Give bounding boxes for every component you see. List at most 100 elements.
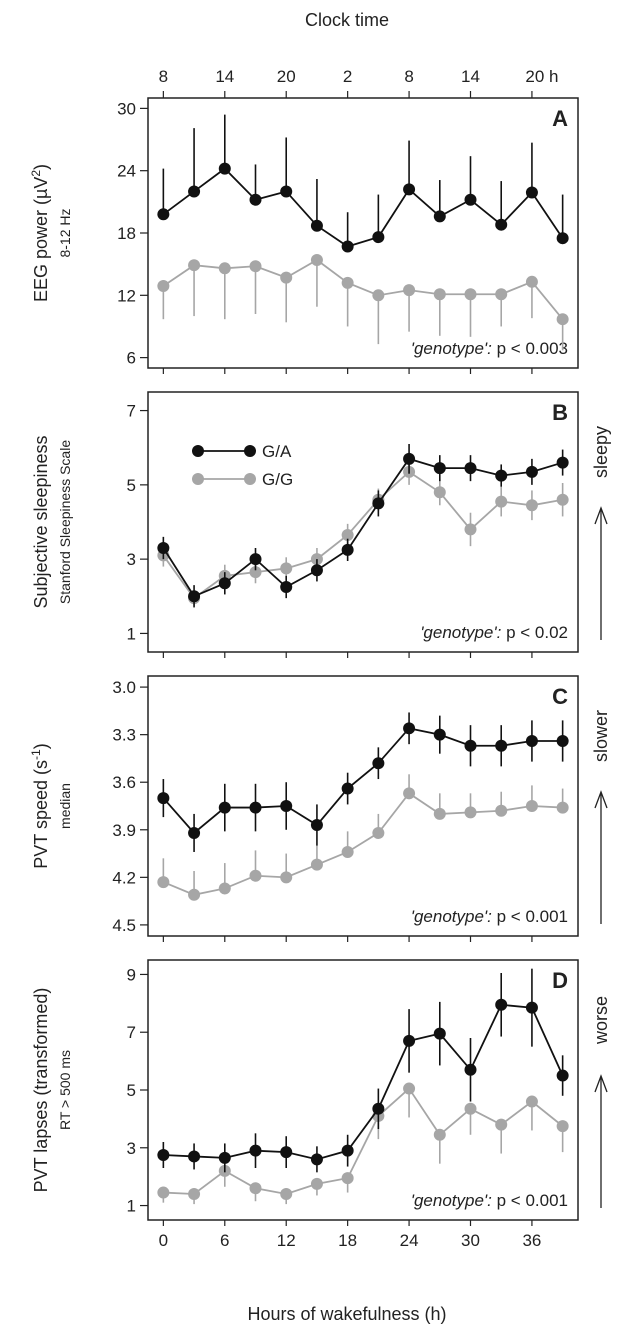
y-axis-label-sup: -1 xyxy=(29,749,43,760)
x-tick-label: 36 xyxy=(522,1231,541,1250)
data-point xyxy=(403,722,416,735)
data-point xyxy=(495,495,508,508)
data-point xyxy=(495,1118,508,1131)
data-point xyxy=(188,259,201,272)
top-tick-label: 14 xyxy=(461,67,480,86)
direction-arrow: slower xyxy=(591,710,611,924)
data-point xyxy=(341,1172,354,1185)
data-point xyxy=(372,1102,385,1115)
y-tick-label: 1 xyxy=(127,1197,136,1216)
y-axis-sublabel: RT > 500 ms xyxy=(57,1050,73,1130)
data-point xyxy=(372,289,385,302)
data-point xyxy=(310,1153,323,1166)
data-point xyxy=(341,543,354,556)
panel-b: 1 3 5 7 Subjective sleepiness Stanford Sleepi… xyxy=(31,391,611,658)
data-point xyxy=(188,1188,201,1200)
bottom-axis-title: Hours of wakefulness (h) xyxy=(247,1304,446,1324)
annotation-pvalue: p < 0.02 xyxy=(501,623,568,642)
y-tick-label: 5 xyxy=(127,476,136,495)
y-tick-label: 3.9 xyxy=(112,821,136,840)
data-point xyxy=(433,807,446,820)
series-g-a xyxy=(157,712,569,852)
arrow-head xyxy=(594,1074,608,1093)
data-point xyxy=(556,735,569,747)
top-tick-label: 2 xyxy=(343,67,352,86)
data-point xyxy=(403,452,416,465)
genotype-annotation: 'genotype': p < 0.02 xyxy=(420,623,568,642)
data-point xyxy=(433,210,446,223)
data-point xyxy=(556,493,569,506)
data-point xyxy=(433,486,446,499)
top-tick-label: 20 xyxy=(277,67,296,86)
annotation-label: 'genotype': xyxy=(420,623,501,642)
data-point xyxy=(280,1188,293,1200)
data-point xyxy=(403,1034,416,1047)
data-point xyxy=(280,271,293,284)
y-axis-sublabel: 8-12 Hz xyxy=(57,208,73,257)
legend-marker xyxy=(192,445,204,457)
data-point xyxy=(433,728,446,741)
arrow-label: slower xyxy=(591,710,611,762)
data-point xyxy=(310,564,323,577)
legend: G/A G/G xyxy=(192,442,293,489)
y-axis-sublabel: Stanford Sleepiness Scale xyxy=(57,440,73,604)
y-axis-label: PVT lapses (transformed) xyxy=(31,988,51,1193)
data-point xyxy=(525,800,538,812)
data-point xyxy=(341,1144,354,1157)
y-tick-label: 6 xyxy=(127,349,136,368)
data-point xyxy=(372,826,385,839)
data-point xyxy=(556,801,569,814)
data-point xyxy=(341,845,354,858)
data-point xyxy=(249,1144,262,1157)
panel-letter: C xyxy=(552,684,568,709)
data-point xyxy=(525,1001,538,1014)
y-tick-label: 3.6 xyxy=(112,773,136,792)
series-g-g xyxy=(157,774,569,901)
data-point xyxy=(525,275,538,288)
data-point xyxy=(495,469,508,482)
data-point xyxy=(249,553,262,566)
panel-c: 3.0 3.3 3.6 3.9 4.2 4.5 PVT speed (s-1) median C… xyxy=(29,675,611,942)
data-point xyxy=(341,240,354,253)
series-g-a xyxy=(157,114,569,253)
data-point xyxy=(433,288,446,301)
data-point xyxy=(464,193,477,206)
data-point xyxy=(495,804,508,817)
genotype-annotation: 'genotype': p < 0.003 xyxy=(411,339,568,358)
data-point xyxy=(464,806,477,819)
data-point xyxy=(280,871,293,884)
data-point xyxy=(188,888,201,901)
x-tick-label: 6 xyxy=(220,1231,229,1250)
data-point xyxy=(403,1082,416,1095)
data-point xyxy=(464,1063,477,1076)
data-point xyxy=(188,826,201,839)
plot-frame xyxy=(147,391,579,653)
data-point xyxy=(218,882,231,895)
data-point xyxy=(495,218,508,231)
data-point xyxy=(341,276,354,289)
data-point xyxy=(464,1102,477,1115)
y-tick-label: 18 xyxy=(117,224,136,243)
y-tick-label: 4.5 xyxy=(112,916,136,935)
y-tick-label: 12 xyxy=(117,286,136,305)
y-axis-label: EEG power (µV2) xyxy=(29,164,51,302)
data-point xyxy=(157,279,170,292)
bottom-hours-axis: 0 6 12 18 24 30 36 xyxy=(159,1231,542,1250)
series-line xyxy=(163,1003,564,1161)
arrow-label: sleepy xyxy=(591,426,611,478)
y-axis-label-main: EEG power (µV xyxy=(31,177,51,302)
y-tick-label: 30 xyxy=(117,99,136,118)
x-tick-label: 12 xyxy=(277,1231,296,1250)
plot-frame xyxy=(147,97,579,369)
data-point xyxy=(310,1177,323,1190)
series-g-g xyxy=(157,254,569,351)
x-tick-label: 24 xyxy=(400,1231,419,1250)
x-tick-label: 30 xyxy=(461,1231,480,1250)
data-point xyxy=(280,185,293,198)
data-point xyxy=(341,529,354,541)
y-axis-label-main: Subjective sleepiness xyxy=(31,435,51,608)
y-axis-label-main: PVT speed (s xyxy=(31,760,51,869)
data-point xyxy=(157,792,170,805)
